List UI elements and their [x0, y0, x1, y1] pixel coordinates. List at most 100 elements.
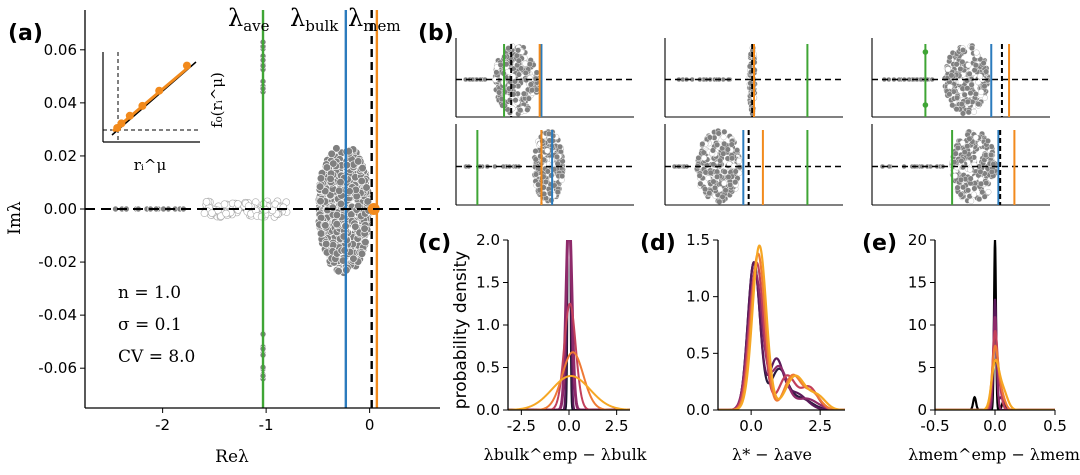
b-point	[700, 149, 707, 156]
d-ytick-label: 1.5	[686, 231, 710, 249]
b-point	[959, 110, 966, 117]
b-point	[959, 58, 966, 65]
density-curve-s2	[508, 240, 630, 410]
b-point	[952, 150, 959, 157]
density-curve-s6	[935, 358, 1055, 410]
b-point	[493, 69, 500, 76]
b-subplot	[664, 124, 843, 206]
b-point	[709, 147, 716, 154]
d-xlabel: λ* − λave	[732, 445, 812, 464]
b-point	[553, 153, 560, 160]
b-point	[967, 175, 974, 182]
b-point	[736, 157, 743, 164]
a-xtick-label: 0	[365, 416, 375, 434]
b-point	[960, 47, 967, 54]
density-curve-s2	[935, 298, 1055, 410]
a-point	[208, 209, 216, 217]
b-point	[953, 61, 960, 68]
density-curve-s1	[718, 260, 845, 410]
b-point	[732, 168, 739, 175]
b-point	[967, 90, 974, 97]
b-point	[722, 187, 729, 194]
density-curve-s2	[718, 261, 845, 410]
a-point	[362, 183, 371, 192]
b-point	[714, 141, 721, 148]
panel-label-b: (b)	[418, 21, 454, 46]
density-curve-s3	[935, 316, 1055, 410]
density-curve-s4	[718, 261, 845, 410]
a-point	[327, 149, 336, 158]
d-ytick-label: 0.5	[686, 344, 710, 362]
a-ytick-label: -0.06	[38, 359, 77, 377]
b-point	[954, 94, 961, 101]
a-point	[332, 144, 341, 153]
inset-xlabel: rᵢ^μ	[134, 156, 167, 174]
b-point	[985, 188, 992, 195]
a-point	[316, 197, 325, 206]
e-ytick-label: 20	[908, 231, 927, 249]
c-xlabel: λbulk^emp − λbulk	[484, 445, 647, 464]
annotation-sigma: σ = 0.1	[118, 315, 182, 335]
b-point	[960, 184, 967, 191]
b-subplot	[871, 38, 1050, 118]
b-point	[696, 172, 703, 179]
b-point	[721, 128, 728, 135]
density-curve-s3	[508, 240, 630, 410]
c-ylabel: probability density	[451, 251, 471, 409]
b-point	[545, 130, 552, 137]
b-point	[964, 85, 971, 92]
a-point	[336, 199, 346, 208]
b-point	[961, 91, 968, 98]
inset-point	[182, 61, 191, 70]
e-ytick-label: 0	[917, 401, 927, 419]
b-point	[734, 147, 741, 154]
b-point	[714, 173, 721, 180]
b-point	[719, 193, 726, 200]
e-ytick-label: 15	[908, 274, 927, 292]
a-point	[268, 206, 277, 215]
b-point	[559, 173, 566, 180]
b-point	[971, 185, 978, 192]
panel-label-a: (a)	[8, 21, 43, 46]
a-point	[316, 174, 326, 183]
b-point	[732, 179, 739, 186]
b-point	[966, 70, 973, 77]
b-point	[544, 147, 551, 154]
a-ytick-label: 0.04	[44, 94, 77, 112]
d-ytick-label: 0.0	[686, 401, 710, 419]
a-point	[334, 267, 343, 276]
a-point	[222, 209, 230, 218]
b-point	[988, 151, 995, 158]
a-ticks: -2 -1 0 -0.06 -0.04 -0.02 0.00 0.02 0.04 0.06	[38, 41, 374, 434]
b-subplot	[871, 124, 1050, 206]
a-point	[234, 200, 242, 208]
b-point	[526, 61, 533, 68]
b-point	[517, 107, 524, 114]
e-xtick-label: 0.0	[983, 417, 1007, 435]
b-point	[720, 150, 727, 157]
a-point	[328, 203, 337, 212]
b-point	[958, 158, 965, 165]
a-point	[358, 163, 367, 173]
b-point	[958, 101, 965, 108]
a-point	[363, 197, 372, 206]
b-point	[522, 69, 529, 76]
b-point	[529, 87, 536, 94]
b-point	[513, 52, 520, 59]
b-point	[721, 180, 728, 187]
a-ytick-label: 0.06	[44, 41, 77, 59]
b-point	[710, 178, 717, 185]
density-curve-s5	[508, 351, 630, 410]
b-point	[542, 178, 549, 185]
b-point	[958, 176, 965, 183]
c-ytick-label: 1.5	[476, 274, 500, 292]
b-point	[953, 164, 960, 171]
annotation-n: n = 1.0	[118, 283, 181, 303]
b-point	[984, 137, 991, 144]
b-point	[697, 180, 704, 187]
e-xtick-label: 0.5	[1043, 417, 1067, 435]
c-ytick-label: 1.0	[476, 316, 500, 334]
a-xtick-label: -1	[259, 416, 274, 434]
b-subplot	[455, 38, 634, 118]
b-point	[946, 54, 953, 61]
